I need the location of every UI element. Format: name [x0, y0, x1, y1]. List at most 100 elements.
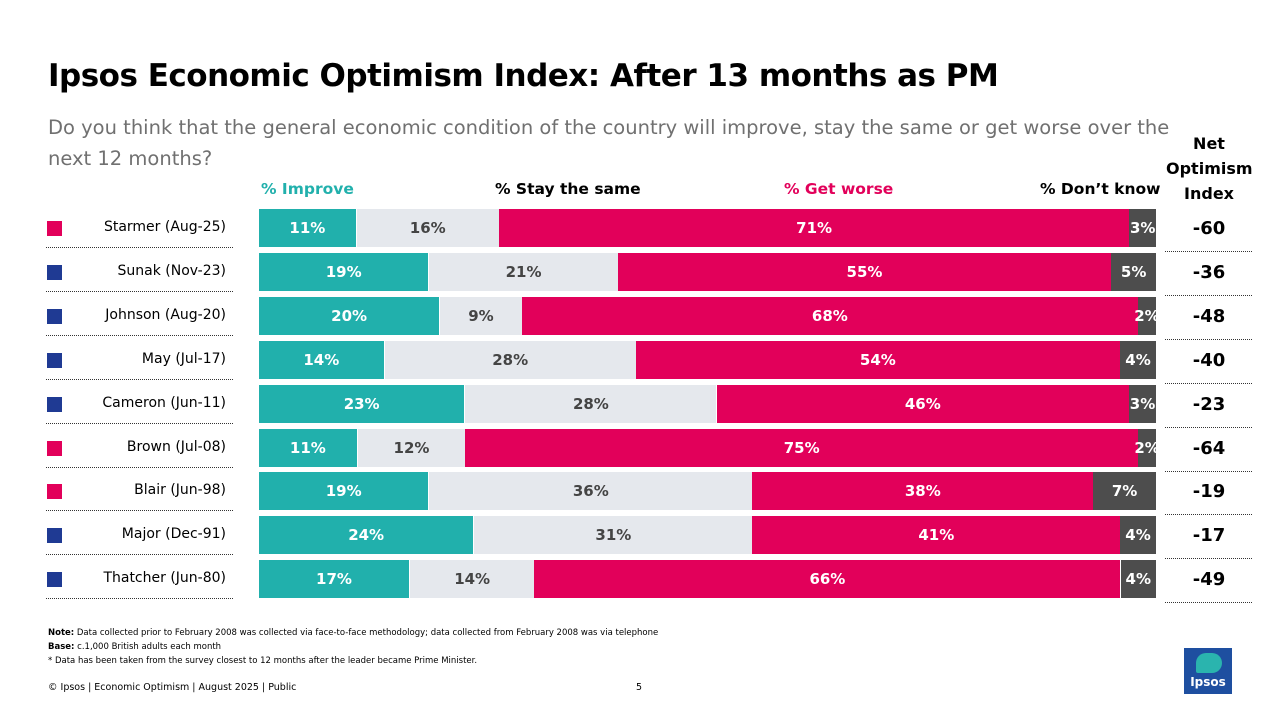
asterisk-note: * Data has been taken from the survey cl… — [48, 656, 478, 666]
note-text: Data collected prior to February 2008 wa… — [76, 628, 659, 638]
bar-segment-worse: 54% — [635, 340, 1121, 379]
data-label: 4% — [1125, 350, 1151, 369]
net-divider — [1165, 602, 1252, 604]
base-line: Base: c.1,000 British adults each month — [48, 640, 658, 654]
leader-label: Sunak (Nov-23) — [117, 262, 226, 279]
stacked-bar: 19% 21% 55% 5% — [259, 252, 1157, 291]
legend-stay-same: % Stay the same — [495, 180, 641, 198]
bar-segment-dk: 4% — [1120, 516, 1156, 555]
data-label: 11% — [289, 438, 326, 457]
bar-segment-same: 21% — [429, 252, 618, 291]
net-divider — [1165, 294, 1252, 296]
data-label: 68% — [811, 306, 848, 325]
net-divider — [1165, 382, 1252, 384]
net-optimism-value: -19 — [1192, 481, 1226, 503]
data-label: 19% — [325, 482, 362, 501]
bar-segment-dk: 3% — [1129, 384, 1156, 423]
bar-segment-dk: 7% — [1093, 472, 1156, 511]
bar-segment-worse: 75% — [465, 428, 1139, 467]
bar-segment-improve: 20% — [259, 296, 441, 335]
data-label: 71% — [796, 219, 833, 237]
bar-segment-improve: 24% — [259, 516, 475, 555]
data-label: 17% — [316, 570, 352, 589]
net-optimism-value: -17 — [1192, 525, 1226, 547]
bar-segment-improve: 23% — [259, 384, 466, 423]
chart-row: Blair (Jun-98) 19% 36% 38% 7% -19 — [0, 472, 1280, 516]
legend-dont-know: % Don’t know — [1040, 180, 1161, 198]
net-optimism-value: -49 — [1192, 569, 1226, 591]
net-optimism-value: -64 — [1192, 437, 1226, 459]
chart-row: Major (Dec-91) 24% 31% 41% 4% -17 — [0, 516, 1280, 560]
data-label: 4% — [1125, 526, 1151, 545]
bar-segment-same: 31% — [474, 516, 753, 555]
party-color-swatch — [47, 352, 62, 368]
data-label: 7% — [1111, 482, 1138, 501]
net-divider — [1165, 338, 1252, 340]
data-label: 3% — [1129, 394, 1156, 413]
row-divider — [46, 466, 233, 468]
data-label: 21% — [505, 262, 542, 281]
base-label: Base: — [48, 642, 75, 652]
party-color-swatch — [47, 440, 62, 456]
stacked-bar: 23% 28% 46% 3% — [259, 384, 1156, 423]
row-divider — [46, 247, 233, 248]
party-color-swatch — [47, 264, 62, 280]
chart-row: Johnson (Aug-20) 20% 9% 68% 2% -48 — [0, 296, 1280, 341]
bar-segment-worse: 41% — [752, 516, 1121, 555]
stacked-bar: 24% 31% 41% 4% — [259, 516, 1156, 555]
net-optimism-value: -40 — [1192, 349, 1226, 371]
net-optimism-value: -60 — [1192, 218, 1226, 239]
footer-copyright: © Ipsos | Economic Optimism | August 202… — [48, 682, 297, 693]
party-color-swatch — [47, 484, 62, 500]
leader-label: Blair (Jun-98) — [134, 482, 226, 499]
leader-label: Starmer (Aug-25) — [103, 219, 226, 235]
row-divider — [46, 554, 233, 556]
stacked-bar: 17% 14% 66% 4% — [259, 560, 1156, 599]
bar-segment-same: 16% — [356, 209, 499, 247]
bar-segment-worse: 55% — [617, 252, 1112, 291]
leader-label: May (Jul-17) — [141, 350, 226, 367]
net-optimism-value: -48 — [1192, 305, 1226, 327]
bar-segment-improve: 19% — [259, 472, 430, 511]
data-label: 14% — [454, 570, 491, 589]
row-divider — [46, 422, 233, 424]
net-optimism-value: -23 — [1192, 393, 1226, 415]
data-label: 31% — [595, 526, 632, 545]
footnotes: Note: Data collected prior to February 2… — [48, 626, 658, 668]
data-label: 20% — [331, 306, 368, 325]
bar-segment-worse: 38% — [752, 472, 1094, 511]
data-label: 36% — [572, 482, 609, 501]
bar-segment-improve: 11% — [259, 209, 357, 247]
page-title: Ipsos Economic Optimism Index: After 13 … — [48, 58, 999, 94]
bar-segment-same: 36% — [429, 472, 753, 511]
data-label: 55% — [846, 262, 883, 281]
base-text: c.1,000 British adults each month — [77, 642, 222, 652]
bar-segment-same: 28% — [384, 340, 636, 379]
leader-label: Major (Dec-91) — [121, 526, 226, 543]
data-label: 4% — [1125, 570, 1151, 589]
net-divider — [1165, 426, 1252, 428]
data-label: 3% — [1129, 219, 1156, 237]
legend-improve: % Improve — [261, 180, 354, 198]
chart-row: Cameron (Jun-11) 23% 28% 46% 3% -23 — [0, 384, 1280, 429]
bar-segment-worse: 66% — [534, 560, 1121, 599]
data-label: 46% — [904, 394, 941, 413]
bar-segment-dk: 5% — [1111, 252, 1157, 291]
bar-segment-worse: 68% — [521, 296, 1138, 335]
stacked-bar: 20% 9% 68% 2% — [259, 296, 1160, 335]
net-optimism-header: Net Optimism Index — [1166, 134, 1253, 203]
chart-row: May (Jul-17) 14% 28% 54% 4% -40 — [0, 340, 1280, 385]
bar-segment-improve: 17% — [259, 560, 410, 599]
party-color-swatch — [47, 308, 62, 324]
bar-segment-same: 9% — [440, 296, 522, 335]
logo-text: Ipsos — [1190, 675, 1226, 689]
bar-segment-dk: 2% — [1134, 296, 1160, 335]
row-divider — [46, 334, 233, 336]
row-divider — [46, 598, 233, 600]
data-label: 9% — [468, 306, 494, 325]
party-color-swatch — [47, 396, 62, 412]
legend-get-worse: % Get worse — [784, 180, 894, 198]
data-label: 16% — [409, 219, 446, 237]
data-label: 12% — [393, 438, 430, 457]
logo-mark-icon — [1196, 653, 1222, 673]
